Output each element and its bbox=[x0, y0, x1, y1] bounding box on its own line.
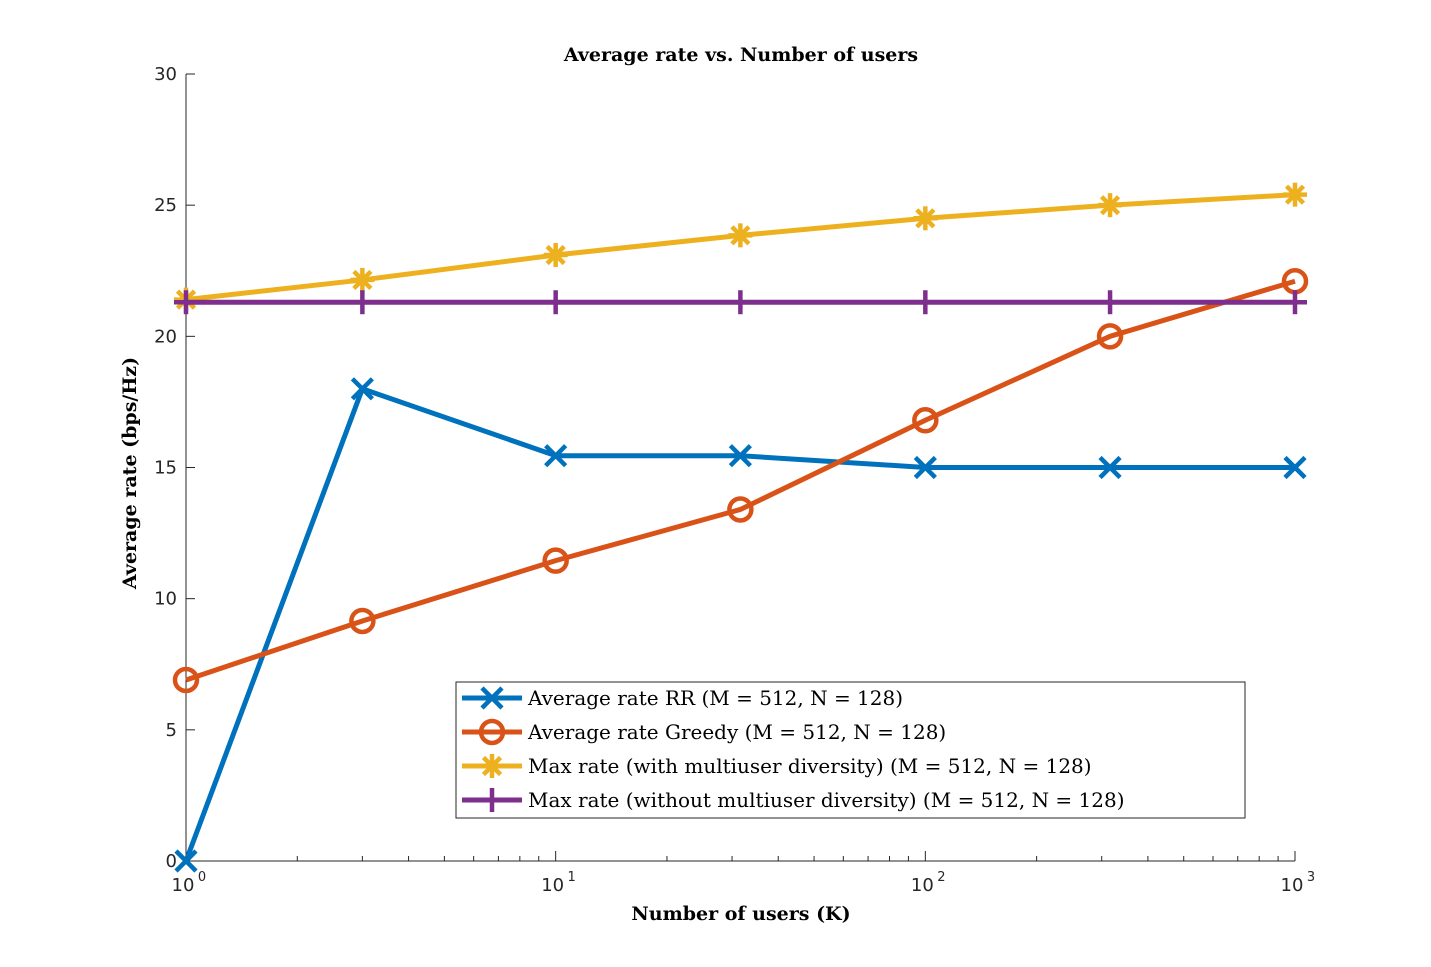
data-point bbox=[1283, 455, 1307, 480]
y-tick-label: 30 bbox=[154, 64, 177, 85]
series-line bbox=[185, 278, 1296, 683]
legend-entry: Max rate (without multiuser diversity) (… bbox=[462, 788, 1125, 812]
legend: Average rate RR (M = 512, N = 128) Averag… bbox=[455, 681, 1246, 819]
data-point bbox=[543, 290, 568, 315]
data-point bbox=[1096, 323, 1124, 350]
legend-entry: Max rate (with multiuser diversity) (M =… bbox=[462, 754, 1092, 778]
data-point bbox=[728, 290, 753, 315]
legend-label: Max rate (without multiuser diversity) (… bbox=[528, 788, 1125, 812]
data-point bbox=[174, 849, 198, 873]
y-tick-label: 0 bbox=[166, 851, 177, 872]
y-axis-label: Average rate (bps/Hz) bbox=[119, 357, 141, 590]
x-tick-label-exp: 0 bbox=[198, 870, 206, 885]
legend-box bbox=[455, 681, 1246, 819]
legend-marker bbox=[480, 754, 504, 778]
data-point bbox=[1098, 455, 1122, 480]
x-tick-label-exp: 3 bbox=[1307, 870, 1315, 885]
chart-title: Average rate vs. Number of users bbox=[563, 44, 918, 66]
data-point bbox=[350, 267, 375, 292]
data-point bbox=[912, 407, 939, 434]
legend-marker bbox=[478, 718, 506, 746]
data-point bbox=[172, 666, 200, 694]
data-point bbox=[349, 607, 376, 635]
legend-marker bbox=[480, 686, 504, 710]
data-point bbox=[913, 206, 938, 231]
legend-entry: Average rate Greedy (M = 512, N = 128) bbox=[462, 718, 946, 746]
data-point bbox=[913, 455, 937, 480]
y-tick-label: 5 bbox=[166, 720, 177, 741]
series-2 bbox=[172, 267, 1309, 694]
legend-label: Average rate Greedy (M = 512, N = 128) bbox=[527, 720, 946, 744]
data-point bbox=[174, 290, 198, 315]
x-axis-label: Number of users (K) bbox=[631, 903, 850, 925]
x-tick-label-exp: 2 bbox=[937, 870, 945, 885]
x-tick-label-exp: 1 bbox=[568, 870, 576, 885]
data-point bbox=[1098, 290, 1123, 315]
y-tick-label: 15 bbox=[154, 458, 177, 479]
series-1 bbox=[174, 377, 1307, 873]
data-point bbox=[728, 444, 752, 468]
data-point bbox=[350, 290, 375, 315]
y-tick-label: 10 bbox=[154, 589, 177, 610]
x-tick-label-base: 10 bbox=[541, 875, 564, 896]
series-3 bbox=[174, 182, 1307, 312]
x-tick-label-base: 10 bbox=[911, 875, 934, 896]
data-point bbox=[727, 496, 754, 523]
data-point bbox=[728, 223, 753, 248]
data-point bbox=[350, 377, 374, 401]
data-point bbox=[544, 444, 568, 468]
data-point bbox=[1283, 182, 1307, 207]
legend-label: Max rate (with multiuser diversity) (M =… bbox=[528, 754, 1092, 778]
y-tick-label: 20 bbox=[154, 326, 177, 347]
y-tick-label: 25 bbox=[154, 195, 177, 216]
series-4 bbox=[174, 290, 1307, 315]
x-tick-label-base: 10 bbox=[1281, 875, 1304, 896]
data-point bbox=[542, 547, 569, 574]
data-point bbox=[543, 243, 568, 268]
legend-entry: Average rate RR (M = 512, N = 128) bbox=[462, 686, 903, 710]
data-point bbox=[1283, 290, 1307, 315]
data-point bbox=[913, 290, 938, 315]
series-layer bbox=[172, 182, 1309, 873]
legend-label: Average rate RR (M = 512, N = 128) bbox=[527, 686, 903, 710]
data-point bbox=[1098, 193, 1123, 218]
legend-marker bbox=[480, 788, 504, 812]
x-tick-label-base: 10 bbox=[172, 875, 195, 896]
